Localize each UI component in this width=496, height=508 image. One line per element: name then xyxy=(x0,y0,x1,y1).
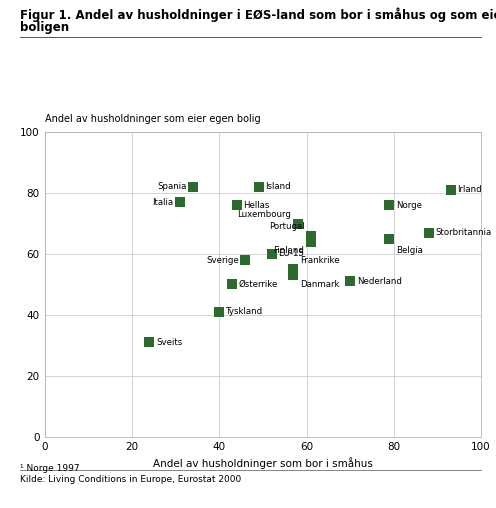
Text: Danmark: Danmark xyxy=(300,280,339,289)
Text: Italia: Italia xyxy=(152,198,174,207)
Text: Kilde: Living Conditions in Europe, Eurostat 2000: Kilde: Living Conditions in Europe, Euro… xyxy=(20,474,241,484)
Text: Portugal: Portugal xyxy=(269,222,305,231)
Text: Figur 1. Andel av husholdninger i EØS-land som bor i småhus og som eier: Figur 1. Andel av husholdninger i EØS-la… xyxy=(20,8,496,22)
Text: Finland: Finland xyxy=(273,246,305,256)
X-axis label: Andel av husholdninger som bor i småhus: Andel av husholdninger som bor i småhus xyxy=(153,457,373,469)
Text: Luxembourg: Luxembourg xyxy=(238,210,291,219)
Text: Andel av husholdninger som eier egen bolig: Andel av husholdninger som eier egen bol… xyxy=(45,114,260,124)
Text: Spania: Spania xyxy=(157,182,186,192)
Text: Nederland: Nederland xyxy=(357,277,402,286)
Text: Belgia: Belgia xyxy=(396,246,423,256)
Text: Norge: Norge xyxy=(396,201,422,210)
Text: EU-15: EU-15 xyxy=(278,249,304,259)
Text: Irland: Irland xyxy=(457,185,482,195)
Text: boligen: boligen xyxy=(20,21,69,35)
Text: Sverige: Sverige xyxy=(206,256,239,265)
Text: Østerrike: Østerrike xyxy=(239,280,278,289)
Text: Sveits: Sveits xyxy=(156,338,182,347)
Text: Storbritannia: Storbritannia xyxy=(435,228,492,237)
Text: ¹ Norge 1997: ¹ Norge 1997 xyxy=(20,464,79,473)
Text: Island: Island xyxy=(265,182,291,192)
Text: Tyskland: Tyskland xyxy=(226,307,263,316)
Text: Frankrike: Frankrike xyxy=(300,256,340,265)
Text: Hellas: Hellas xyxy=(243,201,270,210)
